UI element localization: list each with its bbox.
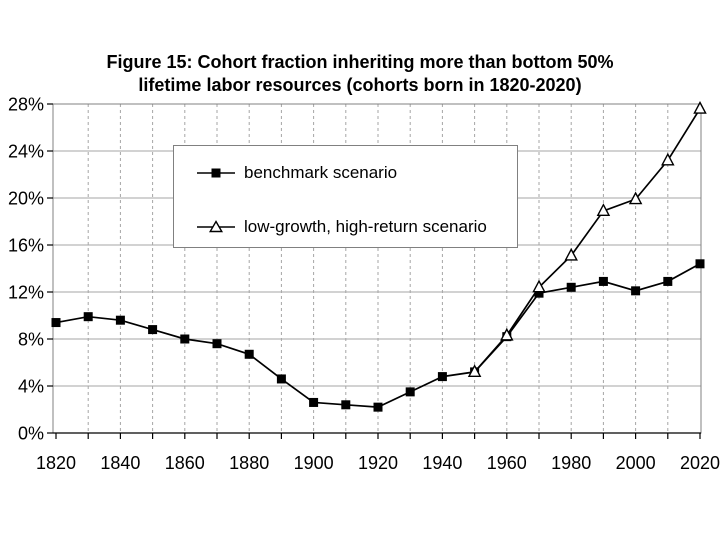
marker-filled-square — [566, 282, 576, 292]
marker-open-triangle — [628, 191, 643, 205]
y-tick-label: 24% — [8, 142, 44, 162]
marker-filled-square — [212, 339, 222, 349]
x-tick-label: 2020 — [680, 453, 720, 473]
x-tick-label: 1880 — [229, 453, 269, 473]
x-tick-label: 1960 — [487, 453, 527, 473]
marker-filled-square — [631, 286, 641, 296]
marker-open-triangle — [596, 203, 611, 217]
x-tick-label: 1840 — [100, 453, 140, 473]
x-tick-label: 2000 — [616, 453, 656, 473]
marker-open-triangle — [467, 364, 482, 377]
chart-title-line2: lifetime labor resources (cohorts born i… — [138, 75, 582, 95]
legend-label-low-growth: low-growth, high-return scenario — [244, 217, 487, 236]
y-tick-label: 12% — [8, 283, 44, 303]
marker-filled-square — [695, 259, 705, 269]
x-tick-label: 1820 — [36, 453, 76, 473]
marker-filled-square — [341, 400, 351, 410]
x-tick-label: 1980 — [551, 453, 591, 473]
marker-open-triangle — [661, 152, 675, 166]
marker-filled-square — [244, 349, 254, 359]
marker-filled-square — [534, 288, 544, 298]
legend-item-benchmark: benchmark scenario — [196, 163, 397, 183]
marker-filled-square — [598, 276, 608, 286]
y-tick-label: 4% — [18, 377, 44, 397]
legend-item-low-growth: low-growth, high-return scenario — [196, 217, 487, 237]
marker-filled-square — [276, 374, 286, 384]
y-tick-label: 8% — [18, 330, 44, 350]
marker-filled-square — [83, 312, 93, 322]
chart-title-line1: Figure 15: Cohort fraction inheriting mo… — [106, 52, 614, 72]
chart-title: Figure 15: Cohort fraction inheriting mo… — [0, 51, 720, 97]
marker-open-triangle — [500, 327, 514, 341]
filled-square-marker-icon — [197, 168, 235, 178]
y-tick-label: 0% — [18, 424, 44, 444]
marker-filled-square — [373, 402, 383, 412]
legend-label-benchmark: benchmark scenario — [244, 163, 398, 182]
marker-open-triangle — [564, 247, 578, 261]
marker-filled-square — [405, 387, 415, 397]
y-tick-label: 16% — [8, 236, 44, 256]
y-tick-label: 28% — [8, 95, 44, 115]
marker-filled-square — [437, 372, 447, 382]
marker-filled-square — [663, 276, 673, 286]
y-tick-label: 20% — [8, 189, 44, 209]
marker-filled-square — [309, 397, 319, 407]
marker-open-triangle — [693, 101, 707, 114]
marker-open-triangle — [532, 279, 546, 293]
x-tick-label: 1940 — [422, 453, 462, 473]
marker-filled-square — [115, 315, 125, 325]
marker-filled-square — [51, 318, 61, 328]
marker-filled-square — [148, 325, 158, 335]
x-tick-label: 1860 — [165, 453, 205, 473]
marker-filled-square — [180, 334, 190, 344]
x-tick-label: 1920 — [358, 453, 398, 473]
chart-legend: benchmark scenario low-growth, high-retu… — [173, 145, 518, 248]
x-tick-label: 1900 — [294, 453, 334, 473]
series-line-1 — [473, 108, 701, 373]
open-triangle-marker-icon — [197, 220, 235, 233]
